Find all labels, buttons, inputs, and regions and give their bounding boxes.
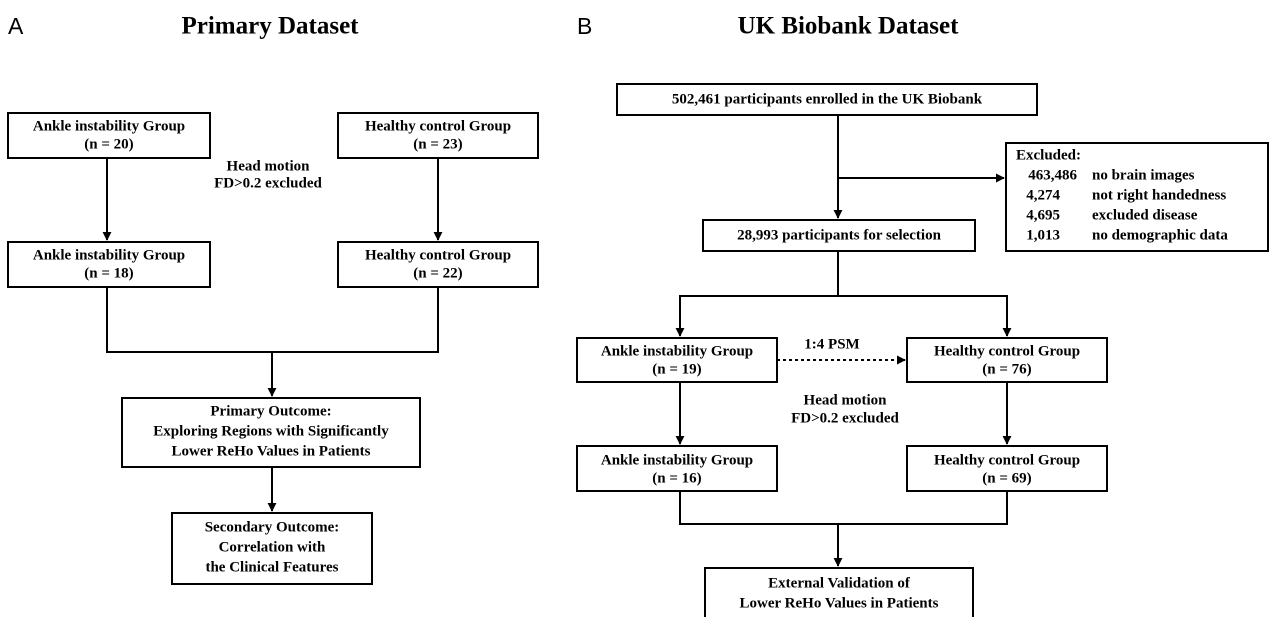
box-text: Healthy control Group: [934, 343, 1080, 359]
annotation: Head motion: [227, 158, 311, 174]
excluded-count: 463,486: [1028, 167, 1077, 183]
box-text: Lower ReHo Values in Patients: [740, 595, 939, 611]
box: [121, 397, 421, 468]
annotation: FD>0.2 excluded: [791, 410, 899, 426]
box: [906, 337, 1108, 383]
box-text: (n = 76): [982, 361, 1031, 377]
box-text: (n = 23): [413, 136, 462, 152]
box-text: Ankle instability Group: [33, 118, 185, 134]
box-text: Healthy control Group: [365, 247, 511, 263]
connectors: [675, 115, 1012, 567]
box-text: 502,461 participants enrolled in the UK …: [672, 91, 983, 107]
box-text: Lower ReHo Values in Patients: [172, 443, 371, 459]
excluded-reason: no demographic data: [1092, 227, 1228, 243]
box: [7, 241, 211, 288]
box: [906, 445, 1108, 492]
box-text: Correlation with: [219, 539, 326, 555]
annotation: FD>0.2 excluded: [214, 175, 322, 191]
box: [576, 337, 778, 383]
excluded-reason: not right handedness: [1092, 187, 1226, 203]
panel-title: UK Biobank Dataset: [738, 13, 960, 40]
box-text: (n = 22): [413, 265, 462, 281]
box-text: Ankle instability Group: [601, 452, 753, 468]
panel-label: A: [8, 13, 24, 39]
connectors: [102, 158, 443, 512]
box-text: External Validation of: [768, 575, 911, 591]
excluded-count: 4,274: [1026, 187, 1060, 203]
box-text: the Clinical Features: [205, 559, 338, 575]
box-text: 28,993 participants for selection: [737, 227, 942, 243]
excluded-reason: no brain images: [1092, 167, 1195, 183]
excluded-heading: Excluded:: [1016, 147, 1081, 163]
box-text: Primary Outcome:: [210, 403, 331, 419]
box-text: Healthy control Group: [365, 118, 511, 134]
psm-label: 1:4 PSM: [804, 336, 859, 352]
excluded-box: [1005, 142, 1269, 252]
panel-title: Primary Dataset: [181, 13, 359, 40]
box-text: Ankle instability Group: [601, 343, 753, 359]
box-text: (n = 69): [982, 470, 1031, 486]
box: [337, 241, 539, 288]
box-text: Exploring Regions with Significantly: [153, 423, 389, 439]
panel-label: B: [577, 13, 592, 39]
box: [704, 567, 974, 617]
box: [337, 112, 539, 159]
box: [7, 112, 211, 159]
box-text: (n = 20): [84, 136, 133, 152]
box-text: (n = 16): [652, 470, 701, 486]
excluded-reason: excluded disease: [1092, 207, 1198, 223]
box-text: (n = 18): [84, 265, 133, 281]
excluded-count: 1,013: [1026, 227, 1060, 243]
box-text: Secondary Outcome:: [205, 519, 340, 535]
box: [171, 512, 373, 585]
box: [616, 83, 1038, 116]
excluded-count: 4,695: [1026, 207, 1060, 223]
box-text: (n = 19): [652, 361, 701, 377]
box: [702, 219, 976, 252]
annotation: Head motion: [804, 392, 888, 408]
box-text: Ankle instability Group: [33, 247, 185, 263]
box-text: Healthy control Group: [934, 452, 1080, 468]
box: [576, 445, 778, 492]
